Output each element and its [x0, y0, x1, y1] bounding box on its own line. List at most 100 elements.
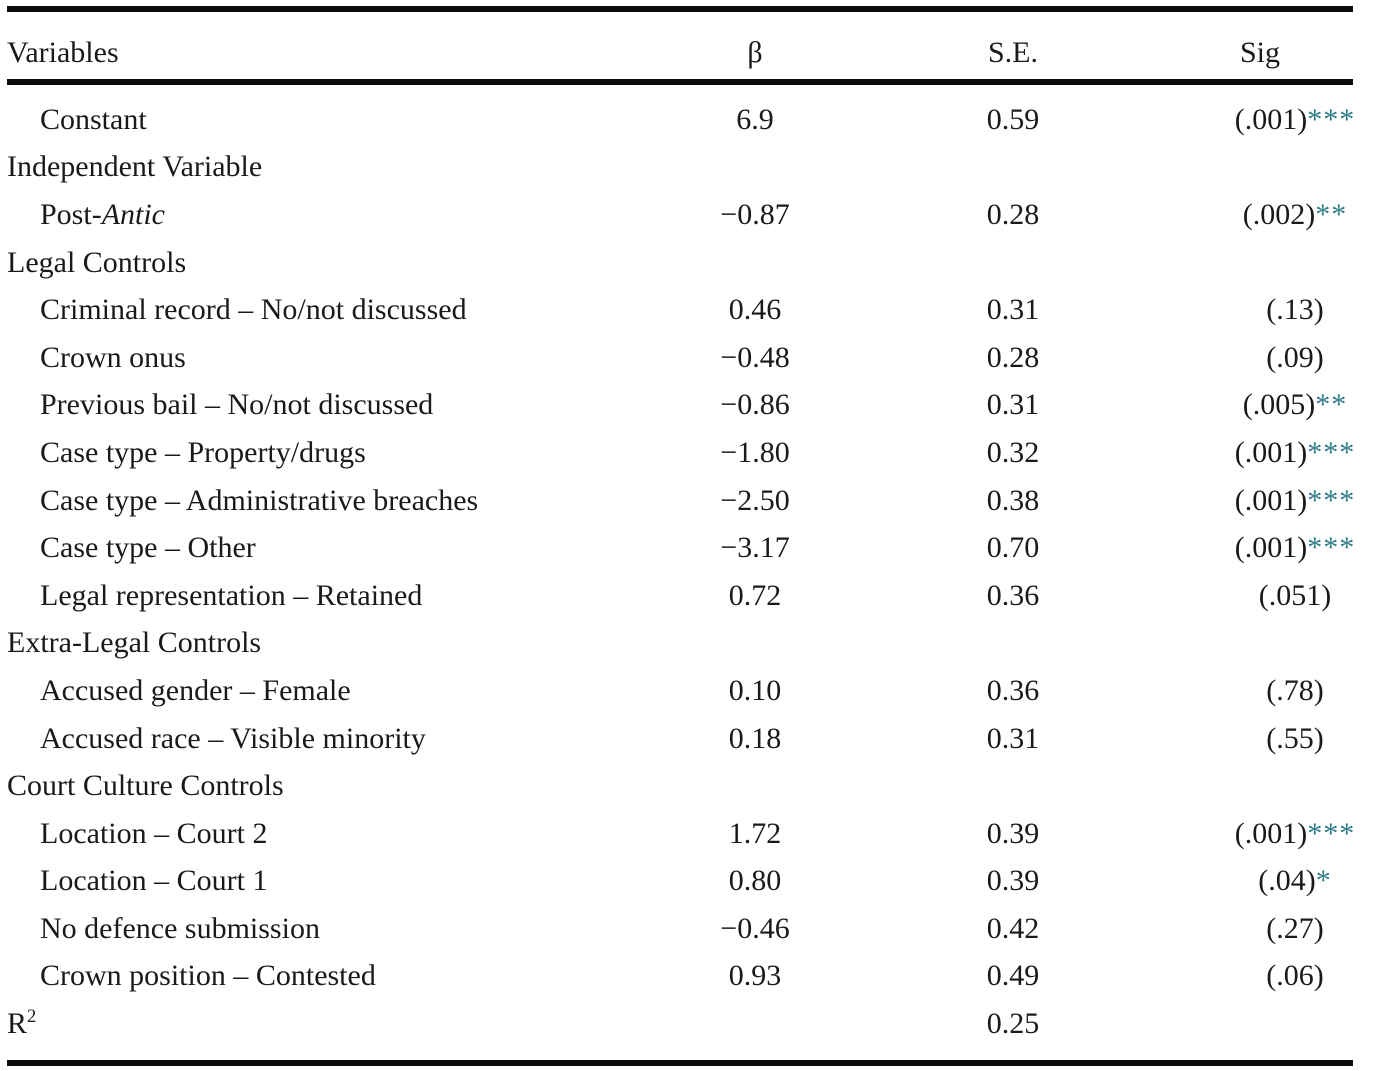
- sig-value: (.55): [1153, 722, 1382, 756]
- significance-stars: ***: [1307, 102, 1356, 136]
- bottom-rule: [7, 1059, 1353, 1066]
- se-value: 0.32: [986, 435, 1040, 469]
- table-row: Accused race – Visible minority 0.18 0.31 (…: [7, 715, 1382, 763]
- column-header-beta: β: [747, 35, 763, 69]
- sig-value: (.78): [1153, 674, 1382, 708]
- sig-p-value: (.005): [1242, 388, 1316, 422]
- beta-value: 1.72: [728, 816, 782, 850]
- se-value: 0.31: [986, 388, 1040, 422]
- superscript: 2: [27, 1006, 37, 1028]
- sig-p-value: (.13): [1266, 293, 1324, 327]
- table-row: Accused gender – Female 0.10 0.36 (.78): [7, 667, 1382, 715]
- section-row: Extra-Legal Controls: [7, 620, 1382, 668]
- top-rule: [7, 6, 1353, 12]
- table-header-row: Variables β S.E. Sig: [7, 12, 1382, 79]
- sig-p-value: (.001): [1234, 531, 1308, 565]
- sig-value: (.001)***: [1153, 817, 1382, 851]
- table-row: Location – Court 2 1.72 0.39 (.001)***: [7, 810, 1382, 858]
- column-header-sig: Sig: [1239, 35, 1281, 69]
- table-row: Criminal record – No/not discussed 0.46 0.…: [7, 286, 1382, 334]
- variable-label: Accused gender – Female: [40, 673, 351, 707]
- sig-value: (.27): [1153, 912, 1382, 946]
- table-row: Legal representation – Retained 0.72 0.36 (…: [7, 572, 1382, 620]
- se-value: 0.36: [986, 578, 1040, 612]
- sig-value: (.001)***: [1153, 484, 1382, 518]
- significance-stars: **: [1315, 197, 1348, 231]
- significance-stars: ***: [1307, 435, 1356, 469]
- beta-value: −1.80: [720, 435, 790, 469]
- table-row: Post-Antic −0.87 0.28 (.002)**: [7, 191, 1382, 239]
- section-row: R2 0.25: [7, 1000, 1382, 1048]
- beta-value: 6.9: [736, 102, 774, 136]
- variable-label-italic: Antic: [101, 197, 165, 231]
- section-label: R2: [7, 1006, 37, 1041]
- beta-value: 0.72: [728, 578, 782, 612]
- se-value: 0.39: [986, 816, 1040, 850]
- sig-p-value: (.001): [1234, 102, 1308, 136]
- table-row: Case type – Property/drugs −1.80 0.32 (.001…: [7, 429, 1382, 477]
- sig-p-value: (.06): [1266, 959, 1324, 993]
- significance-stars: **: [1315, 388, 1348, 422]
- se-value: 0.31: [986, 293, 1040, 327]
- table-row: Constant 6.9 0.59 (.001)***: [7, 96, 1382, 144]
- significance-stars: ***: [1307, 483, 1356, 517]
- se-value: 0.28: [986, 197, 1040, 231]
- se-value: 0.38: [986, 483, 1040, 517]
- se-value: 0.36: [986, 673, 1040, 707]
- sig-value: (.09): [1153, 341, 1382, 375]
- section-row: Independent Variable: [7, 144, 1382, 192]
- se-value: 0.42: [986, 911, 1040, 945]
- section-label: Independent Variable: [7, 150, 263, 184]
- variable-label: Case type – Administrative breaches: [40, 483, 479, 517]
- beta-value: 0.46: [728, 293, 782, 327]
- beta-value: 0.18: [728, 721, 782, 755]
- variable-label: Constant: [40, 102, 147, 136]
- sig-p-value: (.001): [1234, 816, 1308, 850]
- variable-label: Case type – Property/drugs: [40, 435, 366, 469]
- beta-value: 0.80: [728, 864, 782, 898]
- sig-p-value: (.55): [1266, 721, 1324, 755]
- sig-value: (.04)*: [1153, 864, 1382, 898]
- variable-label: Location – Court 2: [40, 816, 268, 850]
- sig-p-value: (.002): [1242, 197, 1316, 231]
- se-value: 0.70: [986, 531, 1040, 565]
- sig-value: (.002)**: [1153, 198, 1382, 232]
- table-row: Crown position – Contested 0.93 0.49 (.06): [7, 953, 1382, 1001]
- sig-p-value: (.04): [1258, 864, 1316, 898]
- sig-p-value: (.001): [1234, 483, 1308, 517]
- sig-value: (.001)***: [1153, 531, 1382, 565]
- significance-stars: ***: [1307, 531, 1356, 565]
- se-value: 0.25: [986, 1007, 1040, 1041]
- variable-label: Location – Court 1: [40, 864, 268, 898]
- column-header-se: S.E.: [987, 35, 1038, 69]
- variable-label: Previous bail – No/not discussed: [40, 388, 434, 422]
- section-row: Legal Controls: [7, 239, 1382, 287]
- sig-p-value: (.78): [1266, 673, 1324, 707]
- sig-value: (.13): [1153, 293, 1382, 327]
- header-rule: [7, 79, 1353, 85]
- section-label: Legal Controls: [7, 245, 187, 279]
- sig-value: (.005)**: [1153, 388, 1382, 422]
- sig-value: (.06): [1153, 959, 1382, 993]
- sig-p-value: (.051): [1258, 578, 1332, 612]
- regression-table: Variables β S.E. Sig Constant 6.9 0.59 (.00…: [7, 6, 1382, 1066]
- sig-p-value: (.27): [1266, 911, 1324, 945]
- variable-label: Legal representation – Retained: [40, 578, 423, 612]
- variable-label: Crown onus: [40, 340, 186, 374]
- beta-value: −0.48: [720, 340, 790, 374]
- se-value: 0.39: [986, 864, 1040, 898]
- se-value: 0.49: [986, 959, 1040, 993]
- beta-value: −0.46: [720, 911, 790, 945]
- table-row: Crown onus −0.48 0.28 (.09): [7, 334, 1382, 382]
- beta-value: −0.87: [720, 197, 790, 231]
- significance-stars: *: [1315, 864, 1332, 898]
- table-row: Case type – Administrative breaches −2.50…: [7, 477, 1382, 525]
- se-value: 0.59: [986, 102, 1040, 136]
- beta-value: 0.93: [728, 959, 782, 993]
- variable-label: No defence submission: [40, 911, 320, 945]
- significance-stars: ***: [1307, 816, 1356, 850]
- variable-label: Accused race – Visible minority: [40, 721, 426, 755]
- table-body: Constant 6.9 0.59 (.001)*** Independent Vari…: [7, 85, 1382, 1048]
- table-row: Case type – Other −3.17 0.70 (.001)***: [7, 524, 1382, 572]
